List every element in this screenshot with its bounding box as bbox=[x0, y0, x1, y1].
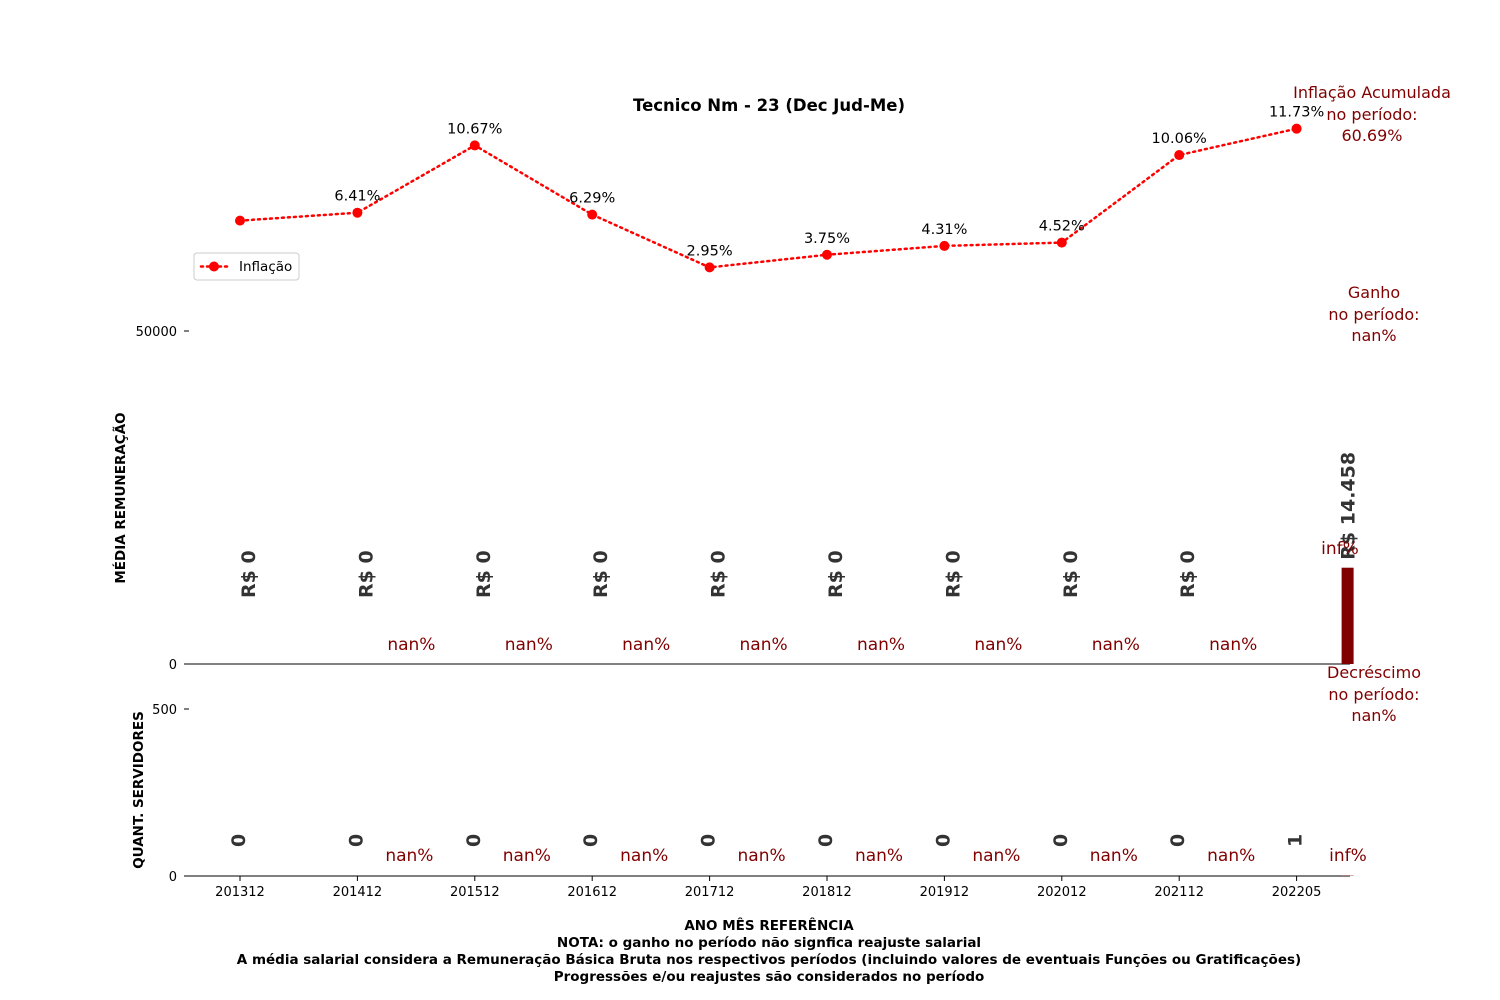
inflation-label-201512: 10.67% bbox=[447, 121, 502, 137]
quantity-change-label-2: nan% bbox=[620, 846, 668, 866]
salary-value-label-201312: R$ 0 bbox=[238, 550, 260, 598]
inflation-point-201712 bbox=[704, 262, 715, 273]
inflation-point-201312 bbox=[235, 215, 245, 226]
quantity-value-label-201612: 0 bbox=[580, 834, 602, 847]
inflation-point-201612 bbox=[587, 209, 598, 220]
inflation-label-201712: 2.95% bbox=[687, 243, 733, 259]
quantity-ytick-label-0: 0 bbox=[169, 870, 177, 885]
footer-note-3: Progressões e/ou reajustes são considera… bbox=[553, 969, 985, 985]
inflation-label-201612: 6.29% bbox=[569, 191, 615, 207]
x-tick-label-202205: 202205 bbox=[1272, 885, 1322, 900]
period-decrease-note: Decréscimo no período: nan% bbox=[1264, 662, 1484, 727]
period-decrease-line2: no período: bbox=[1328, 684, 1420, 704]
salary-value-label-201612: R$ 0 bbox=[590, 550, 612, 598]
quantity-value-label-201312: 0 bbox=[228, 834, 250, 847]
inflation-line bbox=[238, 127, 1298, 269]
footer-note-2: A média salarial considera a Remuneração… bbox=[236, 952, 1302, 968]
x-tick-label-201912: 201912 bbox=[920, 885, 970, 900]
inflation-point-202012 bbox=[1056, 237, 1067, 248]
accumulated-inflation-line2: no período: bbox=[1326, 104, 1418, 124]
quantity-value-label-202205: 1 bbox=[1285, 834, 1307, 847]
quantity-value-label-202012: 0 bbox=[1050, 834, 1072, 847]
period-decrease-line1: Decréscimo bbox=[1327, 663, 1421, 682]
quantity-value-label-201912: 0 bbox=[932, 834, 954, 847]
salary-value-label-201712: R$ 0 bbox=[708, 550, 730, 598]
quantity-ylabel: QUANT. SERVIDORES bbox=[131, 711, 147, 869]
salary-bar-202205 bbox=[1341, 567, 1354, 664]
x-tick-label-201712: 201712 bbox=[685, 885, 735, 900]
period-decrease-value: nan% bbox=[1351, 706, 1397, 725]
inflation-label-201912: 4.31% bbox=[921, 222, 967, 238]
quantity-value-label-201512: 0 bbox=[463, 834, 485, 847]
period-gain-line1: Ganho bbox=[1347, 283, 1401, 302]
salary-value-label-202112: R$ 0 bbox=[1177, 550, 1199, 598]
inflation-label-202112: 10.06% bbox=[1152, 131, 1207, 147]
salary-ytick-label-1: 50000 bbox=[136, 325, 177, 340]
salary-ylabel: MÉDIA REMUNERAÇÃO bbox=[112, 412, 129, 583]
accumulated-inflation-value: 60.69% bbox=[1341, 126, 1403, 145]
salary-value-label-201812: R$ 0 bbox=[825, 550, 847, 598]
x-axis-title: ANO MÊS REFERÊNCIA bbox=[684, 918, 854, 934]
salary-value-label-202205: R$ 14.458 bbox=[1338, 452, 1360, 560]
accumulated-inflation-note: Inflação Acumulada no período: 60.69% bbox=[1262, 82, 1482, 147]
salary-change-label-5: nan% bbox=[974, 635, 1022, 655]
salary-change-label-7: nan% bbox=[1209, 635, 1257, 655]
legend-box bbox=[193, 252, 300, 281]
salary-value-label-202012: R$ 0 bbox=[1060, 550, 1082, 598]
inflation-label-201812: 3.75% bbox=[804, 231, 850, 247]
quantity-value-label-201412: 0 bbox=[345, 834, 367, 847]
salary-change-label-8: inf% bbox=[1321, 539, 1359, 559]
x-tick-label-201412: 201412 bbox=[333, 885, 383, 900]
inflation-point-201412 bbox=[352, 207, 363, 218]
quantity-ytick-label-1: 500 bbox=[152, 703, 177, 718]
legend-marker bbox=[209, 261, 219, 272]
quantity-change-label-3: nan% bbox=[738, 846, 786, 866]
quantity-change-label-0: nan% bbox=[385, 846, 433, 866]
inflation-point-202112 bbox=[1174, 150, 1185, 161]
salary-ytick-label-0: 0 bbox=[169, 658, 177, 673]
salary-value-label-201512: R$ 0 bbox=[473, 550, 495, 598]
x-tick-label-202112: 202112 bbox=[1154, 885, 1204, 900]
inflation-label-202012: 4.52% bbox=[1039, 219, 1085, 235]
salary-change-label-6: nan% bbox=[1092, 635, 1140, 655]
salary-change-label-2: nan% bbox=[622, 635, 670, 655]
x-tick-label-201812: 201812 bbox=[802, 885, 852, 900]
period-gain-value: nan% bbox=[1351, 326, 1397, 345]
salary-change-label-3: nan% bbox=[740, 635, 788, 655]
period-gain-note: Ganho no período: nan% bbox=[1264, 282, 1484, 347]
footer-note-1: NOTA: o ganho no período não signfica re… bbox=[556, 935, 982, 951]
quantity-change-label-1: nan% bbox=[503, 846, 551, 866]
quantity-value-label-201712: 0 bbox=[698, 834, 720, 847]
x-tick-label-202012: 202012 bbox=[1037, 885, 1087, 900]
x-tick-label-201312: 201312 bbox=[215, 885, 265, 900]
inflation-point-201912 bbox=[939, 240, 950, 251]
quantity-change-label-4: nan% bbox=[855, 846, 903, 866]
inflation-label-202205: 11.73% bbox=[1269, 105, 1324, 121]
inflation-point-201812 bbox=[822, 249, 832, 260]
salary-change-label-1: nan% bbox=[505, 635, 553, 655]
quantity-value-label-202112: 0 bbox=[1167, 834, 1189, 847]
salary-value-label-201912: R$ 0 bbox=[942, 550, 964, 598]
quantity-value-label-201812: 0 bbox=[815, 834, 837, 847]
inflation-point-201512 bbox=[469, 140, 480, 151]
quantity-change-label-6: nan% bbox=[1090, 846, 1138, 866]
inflation-point-202205 bbox=[1291, 123, 1302, 134]
legend-label: Inflação bbox=[239, 259, 292, 275]
quantity-change-label-5: nan% bbox=[972, 846, 1020, 866]
salary-change-label-0: nan% bbox=[387, 635, 435, 655]
salary-value-label-201412: R$ 0 bbox=[355, 550, 377, 598]
accumulated-inflation-line1: Inflação Acumulada bbox=[1293, 83, 1451, 102]
salary-change-label-4: nan% bbox=[857, 635, 905, 655]
quantity-change-label-7: nan% bbox=[1207, 846, 1255, 866]
quantity-change-label-8: inf% bbox=[1329, 846, 1367, 866]
x-tick-label-201612: 201612 bbox=[567, 885, 617, 900]
chart-title: Tecnico Nm - 23 (Dec Jud-Me) bbox=[633, 96, 905, 115]
x-tick-label-201512: 201512 bbox=[450, 885, 500, 900]
period-gain-line2: no período: bbox=[1328, 304, 1420, 324]
inflation-label-201412: 6.41% bbox=[334, 189, 380, 205]
